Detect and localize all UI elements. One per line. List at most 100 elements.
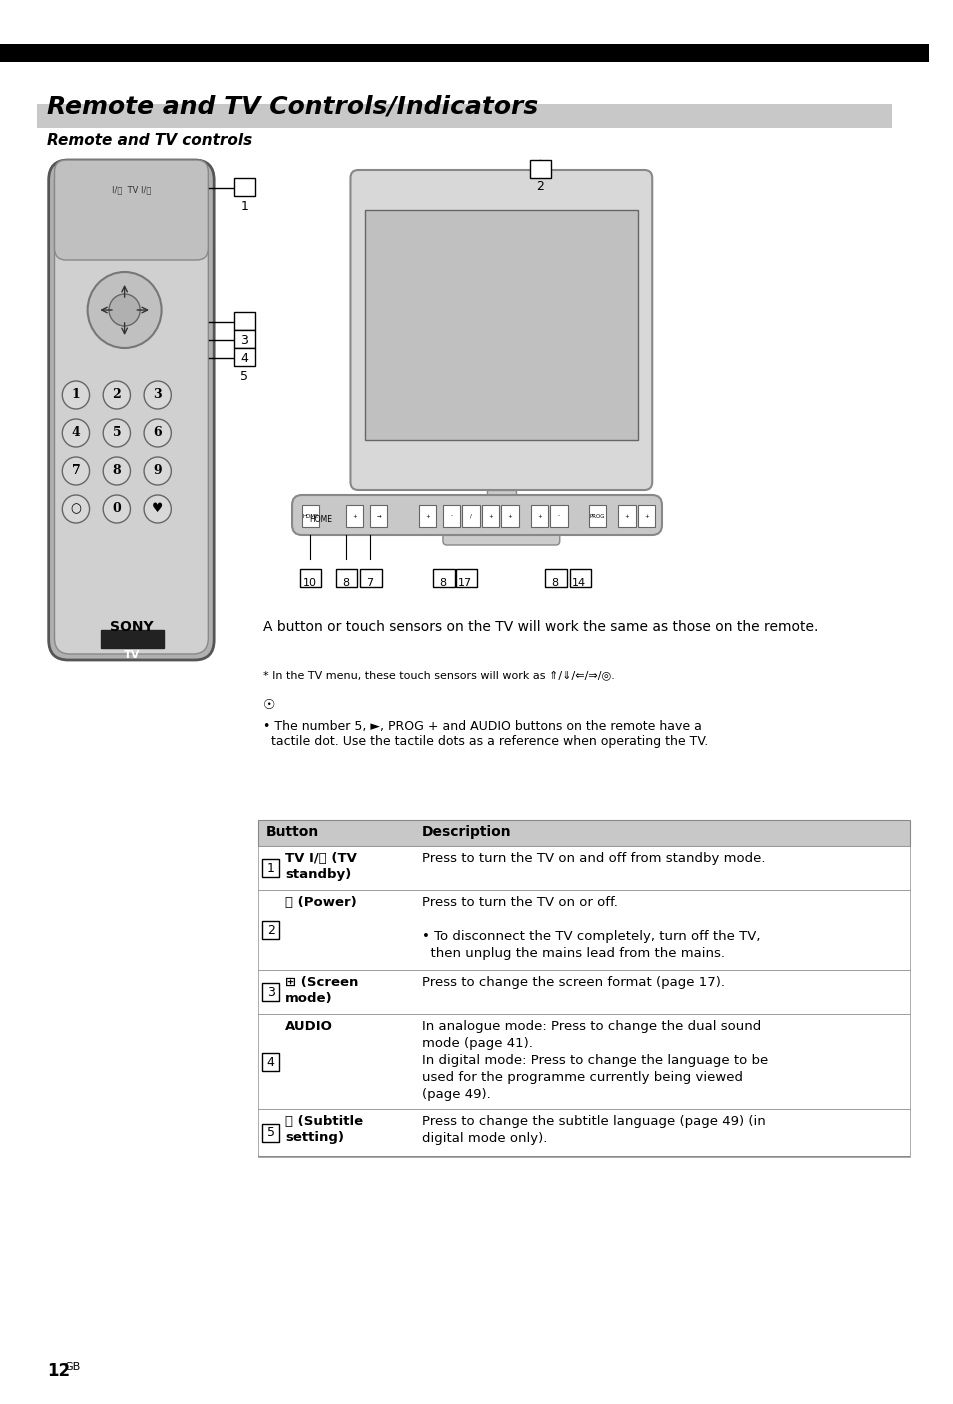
Circle shape bbox=[62, 380, 90, 409]
Text: 5: 5 bbox=[240, 371, 248, 383]
Text: +: + bbox=[624, 514, 629, 518]
Bar bbox=[262, 1125, 279, 1141]
Text: Description: Description bbox=[421, 826, 511, 840]
Bar bbox=[257, 890, 909, 970]
Text: /: / bbox=[470, 514, 472, 518]
Bar bbox=[588, 505, 606, 526]
Bar bbox=[442, 505, 460, 526]
Text: +: + bbox=[424, 514, 429, 518]
Text: 8: 8 bbox=[342, 578, 349, 588]
Bar bbox=[637, 505, 655, 526]
Text: 8: 8 bbox=[439, 578, 446, 588]
Text: HOME: HOME bbox=[302, 514, 318, 518]
Bar bbox=[462, 505, 479, 526]
Text: 4: 4 bbox=[71, 427, 80, 439]
Circle shape bbox=[103, 380, 131, 409]
Bar bbox=[345, 505, 363, 526]
Text: 7: 7 bbox=[366, 578, 374, 588]
Text: AUDIO: AUDIO bbox=[285, 1019, 333, 1033]
Text: 8: 8 bbox=[112, 465, 121, 477]
Text: PROG: PROG bbox=[589, 514, 605, 518]
Text: 12: 12 bbox=[47, 1362, 70, 1380]
Text: ♥: ♥ bbox=[152, 503, 163, 515]
Bar bbox=[365, 211, 637, 439]
Circle shape bbox=[103, 496, 131, 524]
Text: HOME: HOME bbox=[310, 515, 333, 525]
Bar bbox=[618, 505, 635, 526]
Text: ⏻ (Power): ⏻ (Power) bbox=[285, 896, 356, 908]
Bar bbox=[233, 178, 254, 197]
Circle shape bbox=[62, 496, 90, 524]
Text: • The number 5, ►, PROG + and AUDIO buttons on the remote have a
  tactile dot. : • The number 5, ►, PROG + and AUDIO butt… bbox=[263, 720, 707, 748]
Text: Press to turn the TV on and off from standby mode.: Press to turn the TV on and off from sta… bbox=[421, 852, 764, 865]
Text: +: + bbox=[507, 514, 512, 518]
Text: Press to change the subtitle language (page 49) (in
digital mode only).: Press to change the subtitle language (p… bbox=[421, 1115, 764, 1146]
Text: Press to turn the TV on or off.

• To disconnect the TV completely, turn off the: Press to turn the TV on or off. • To dis… bbox=[421, 896, 760, 960]
Circle shape bbox=[62, 456, 90, 484]
Text: TV: TV bbox=[124, 650, 140, 660]
Circle shape bbox=[88, 272, 161, 348]
Text: 6: 6 bbox=[153, 427, 162, 439]
Text: +: + bbox=[488, 514, 493, 518]
Bar bbox=[233, 312, 254, 330]
Text: 9: 9 bbox=[153, 465, 162, 477]
Circle shape bbox=[109, 293, 140, 326]
Bar bbox=[262, 1053, 279, 1071]
Text: 2: 2 bbox=[536, 180, 543, 192]
Text: ⦾ (Subtitle
setting): ⦾ (Subtitle setting) bbox=[285, 1115, 363, 1144]
Text: 7: 7 bbox=[71, 465, 80, 477]
Bar bbox=[257, 1014, 909, 1109]
Bar bbox=[418, 505, 436, 526]
Circle shape bbox=[103, 456, 131, 484]
Bar bbox=[257, 1109, 909, 1157]
Text: Remote and TV Controls/Indicators: Remote and TV Controls/Indicators bbox=[47, 95, 537, 119]
Text: ○: ○ bbox=[71, 503, 81, 515]
Text: Press to change the screen format (page 17).: Press to change the screen format (page … bbox=[421, 976, 723, 988]
Text: ☉: ☉ bbox=[263, 698, 275, 712]
Bar bbox=[257, 847, 909, 890]
Circle shape bbox=[144, 380, 172, 409]
Text: 14: 14 bbox=[572, 578, 586, 588]
Bar bbox=[529, 160, 551, 178]
Text: SONY: SONY bbox=[110, 621, 153, 635]
Text: 3: 3 bbox=[240, 334, 248, 347]
Bar bbox=[569, 569, 590, 587]
Text: -: - bbox=[450, 514, 453, 518]
Text: 0: 0 bbox=[112, 503, 121, 515]
Bar bbox=[299, 569, 321, 587]
Bar bbox=[501, 505, 518, 526]
Bar bbox=[262, 983, 279, 1001]
Bar bbox=[370, 505, 387, 526]
Circle shape bbox=[103, 418, 131, 446]
Text: 8: 8 bbox=[551, 578, 558, 588]
Bar bbox=[257, 970, 909, 1014]
FancyBboxPatch shape bbox=[54, 166, 208, 654]
Bar bbox=[37, 104, 891, 128]
FancyBboxPatch shape bbox=[350, 170, 652, 490]
Text: 3: 3 bbox=[153, 389, 162, 402]
FancyBboxPatch shape bbox=[442, 525, 559, 545]
Bar bbox=[257, 820, 909, 847]
Text: TV I/⏻ (TV
standby): TV I/⏻ (TV standby) bbox=[285, 852, 356, 880]
Text: 4: 4 bbox=[240, 352, 248, 365]
Bar bbox=[262, 921, 279, 939]
Circle shape bbox=[62, 418, 90, 446]
Text: I/⏻  TV I/⏻: I/⏻ TV I/⏻ bbox=[112, 185, 151, 194]
Text: * In the TV menu, these touch sensors will work as ⇑/⇓/⇐/⇒/◎.: * In the TV menu, these touch sensors wi… bbox=[263, 670, 614, 680]
Bar bbox=[101, 630, 163, 649]
Text: 4: 4 bbox=[267, 1056, 274, 1068]
Bar bbox=[456, 569, 476, 587]
Text: GB: GB bbox=[64, 1362, 80, 1372]
Bar bbox=[481, 505, 498, 526]
FancyBboxPatch shape bbox=[49, 160, 213, 660]
Text: +: + bbox=[537, 514, 541, 518]
Bar bbox=[544, 569, 566, 587]
Bar bbox=[262, 859, 279, 878]
Text: -: - bbox=[558, 514, 559, 518]
Bar bbox=[360, 569, 381, 587]
Text: 2: 2 bbox=[267, 924, 274, 936]
Bar bbox=[0, 44, 928, 62]
Circle shape bbox=[144, 418, 172, 446]
Text: In analogue mode: Press to change the dual sound
mode (page 41).
In digital mode: In analogue mode: Press to change the du… bbox=[421, 1019, 767, 1101]
Text: 3: 3 bbox=[267, 986, 274, 998]
